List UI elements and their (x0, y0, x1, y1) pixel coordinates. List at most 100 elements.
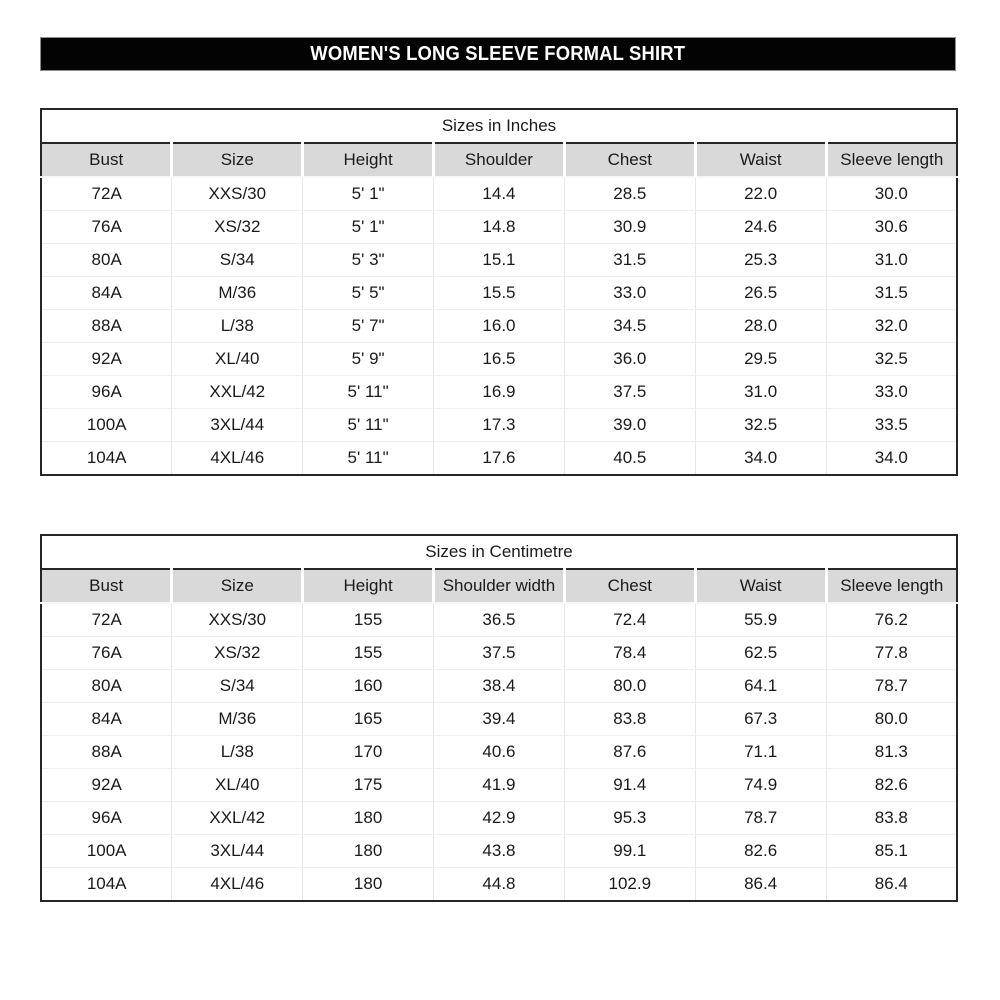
table-cell: 72.4 (564, 603, 696, 637)
table-cell: 31.5 (564, 243, 696, 277)
table-row: 88A L/38 170 40.6 87.6 71.1 81.3 (41, 735, 957, 769)
table-cell: XL/40 (171, 342, 304, 376)
table-cell: 30.6 (826, 210, 957, 244)
table-cell: S/34 (171, 669, 304, 703)
table-cell: 82.6 (695, 834, 827, 868)
table-cell: 170 (302, 735, 435, 769)
table-cell: 25.3 (695, 243, 827, 277)
table-cell: 96A (41, 375, 173, 409)
table-cell: XXS/30 (171, 603, 304, 637)
table-cell: 165 (302, 702, 435, 736)
table-cell: 17.6 (433, 441, 565, 475)
table-row: 100A 3XL/44 180 43.8 99.1 82.6 85.1 (41, 834, 957, 868)
column-header: Waist (695, 569, 828, 604)
table-cell: 77.8 (826, 636, 957, 670)
table-row: 80A S/34 160 38.4 80.0 64.1 78.7 (41, 669, 957, 703)
table-cell: L/38 (171, 309, 304, 343)
table-cell: 4XL/46 (171, 441, 304, 475)
table-cell: 41.9 (433, 768, 565, 802)
table-cell: 28.0 (695, 309, 827, 343)
table-cell: 33.0 (826, 375, 957, 409)
table-cell: 33.0 (564, 276, 696, 310)
table-cell: 38.4 (433, 669, 565, 703)
table-cell: 100A (41, 408, 173, 442)
sizes-in-centimetre-table: Sizes in Centimetre Bust Size Height Shoulde… (40, 534, 958, 902)
table-cell: 4XL/46 (171, 867, 304, 901)
table-row: 92A XL/40 5' 9" 16.5 36.0 29.5 32.5 (41, 342, 957, 376)
table-cell: 155 (302, 603, 435, 637)
table-cell: 36.5 (433, 603, 565, 637)
table-cell: 96A (41, 801, 173, 835)
table-cell: 92A (41, 768, 173, 802)
table-cell: 15.1 (433, 243, 565, 277)
table-cell: 80.0 (564, 669, 696, 703)
column-header: Sleeve length (826, 569, 957, 604)
table-cell: 155 (302, 636, 435, 670)
table-cell: 80A (41, 669, 173, 703)
table-cell: 34.5 (564, 309, 696, 343)
column-header: Bust (41, 143, 174, 178)
table-cell: 5' 11" (302, 441, 435, 475)
table-cell: XXL/42 (171, 375, 304, 409)
table-row: 88A L/38 5' 7" 16.0 34.5 28.0 32.0 (41, 309, 957, 343)
table-cell: 160 (302, 669, 435, 703)
table-cell: 83.8 (826, 801, 957, 835)
table-cell: 26.5 (695, 276, 827, 310)
table-cell: 37.5 (564, 375, 696, 409)
table-cell: 3XL/44 (171, 834, 304, 868)
table-cell: 28.5 (564, 177, 696, 211)
table-cell: 95.3 (564, 801, 696, 835)
table-title: Sizes in Inches (41, 109, 957, 144)
table-cell: 5' 9" (302, 342, 435, 376)
table-cell: 3XL/44 (171, 408, 304, 442)
table-cell: 76A (41, 210, 173, 244)
table-cell: 80.0 (826, 702, 957, 736)
table-cell: XS/32 (171, 210, 304, 244)
table-cell: 16.5 (433, 342, 565, 376)
table-cell: 29.5 (695, 342, 827, 376)
table-cell: 71.1 (695, 735, 827, 769)
table-cell: 31.5 (826, 276, 957, 310)
table-cell: 5' 5" (302, 276, 435, 310)
table-cell: 78.7 (826, 669, 957, 703)
table-cell: 88A (41, 309, 173, 343)
table-cell: 14.8 (433, 210, 565, 244)
table-cell: 74.9 (695, 768, 827, 802)
table-cell: 92A (41, 342, 173, 376)
table-cell: 67.3 (695, 702, 827, 736)
column-header: Chest (564, 569, 697, 604)
column-header: Sleeve length (826, 143, 957, 178)
table-row: 76A XS/32 155 37.5 78.4 62.5 77.8 (41, 636, 957, 670)
column-header: Chest (564, 143, 697, 178)
table-cell: 91.4 (564, 768, 696, 802)
table-cell: 30.9 (564, 210, 696, 244)
table-cell: 42.9 (433, 801, 565, 835)
table-cell: 39.0 (564, 408, 696, 442)
table-cell: 62.5 (695, 636, 827, 670)
table-cell: 31.0 (695, 375, 827, 409)
table-row: 84A M/36 5' 5" 15.5 33.0 26.5 31.5 (41, 276, 957, 310)
table-cell: 44.8 (433, 867, 565, 901)
table-cell: 180 (302, 801, 435, 835)
table-cell: 180 (302, 867, 435, 901)
table-row: 84A M/36 165 39.4 83.8 67.3 80.0 (41, 702, 957, 736)
table-cell: 76.2 (826, 603, 957, 637)
table-cell: 16.0 (433, 309, 565, 343)
table-cell: 5' 1" (302, 177, 435, 211)
table-cell: 180 (302, 834, 435, 868)
table-row: 100A 3XL/44 5' 11" 17.3 39.0 32.5 33.5 (41, 408, 957, 442)
table-cell: 5' 1" (302, 210, 435, 244)
table-cell: 43.8 (433, 834, 565, 868)
column-header: Height (302, 143, 436, 178)
table-cell: 102.9 (564, 867, 696, 901)
table-cell: 34.0 (826, 441, 957, 475)
column-header: Height (302, 569, 436, 604)
table-cell: S/34 (171, 243, 304, 277)
table-row: 104A 4XL/46 5' 11" 17.6 40.5 34.0 34.0 (41, 441, 957, 475)
table-cell: 40.5 (564, 441, 696, 475)
table-cell: 84A (41, 276, 173, 310)
table-cell: 36.0 (564, 342, 696, 376)
table-cell: 34.0 (695, 441, 827, 475)
table-cell: M/36 (171, 276, 304, 310)
